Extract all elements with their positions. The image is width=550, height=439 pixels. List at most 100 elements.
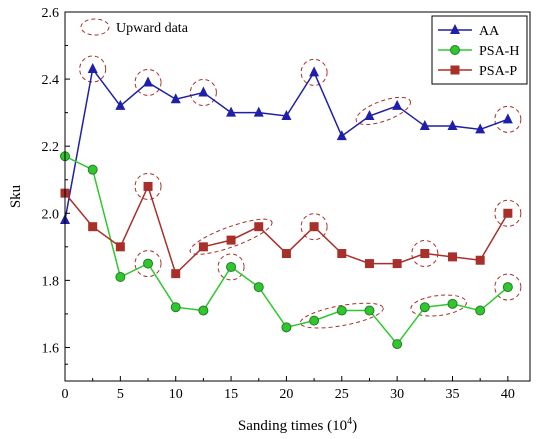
upward-data-highlight [300, 213, 328, 241]
upward-data-highlight [134, 250, 162, 278]
data-point [170, 302, 181, 313]
data-point [115, 242, 125, 252]
series-line [64, 67, 509, 221]
upward-data-highlight [299, 302, 384, 329]
y-tick-label: 2.4 [42, 73, 60, 88]
data-point [309, 315, 320, 326]
upward-data-highlight [300, 58, 328, 86]
data-point [87, 164, 98, 175]
series-line [64, 184, 509, 276]
x-tick-label: 10 [169, 387, 183, 402]
data-point [281, 109, 292, 120]
data-point [336, 305, 347, 316]
data-point [254, 222, 264, 232]
data-point [337, 249, 347, 259]
data-point [364, 109, 375, 120]
annotation-key: Upward data [80, 18, 189, 36]
y-tick-label: 2.6 [42, 6, 60, 21]
legend-label: PSA-H [479, 44, 519, 59]
data-point [419, 120, 430, 131]
series-layer [60, 63, 513, 350]
upward-data-highlight [217, 253, 245, 281]
data-point [143, 76, 154, 87]
data-point [171, 269, 181, 279]
data-point [198, 86, 209, 97]
series-psa-p [60, 181, 513, 279]
ticks-layer: 0 5 10 15 20 25 30 35 40 1.6 1.8 2.0 2.2 2.4 2.6 [42, 6, 515, 402]
y-tick-label: 1.8 [42, 274, 60, 289]
data-point [392, 99, 403, 110]
data-point [420, 249, 430, 259]
y-tick-label: 1.6 [42, 341, 60, 356]
data-point [198, 305, 209, 316]
data-point [281, 249, 291, 259]
y-axis-label: Sku [8, 184, 24, 208]
x-tick-label: 40 [501, 387, 515, 402]
annotation-key-label: Upward data [116, 21, 189, 36]
data-point [419, 302, 430, 313]
x-tick-label: 25 [335, 387, 349, 402]
upward-data-highlight [134, 68, 162, 96]
x-tick-label: 5 [117, 387, 124, 402]
plot-frame [64, 11, 531, 382]
upward-data-highlight [494, 273, 522, 301]
upward-data-highlight [189, 79, 217, 107]
upward-data-highlight [355, 96, 412, 126]
series-psa-h [60, 151, 513, 350]
x-axis-label-close: ) [352, 418, 357, 434]
data-point [502, 282, 513, 293]
data-point [448, 252, 457, 262]
upward-data-highlight [189, 218, 273, 255]
data-point [364, 305, 375, 316]
data-point [198, 242, 208, 252]
x-tick-label: 30 [390, 387, 404, 402]
series-aa [60, 63, 513, 224]
legend: AA PSA-H PSA-P [431, 15, 528, 85]
data-point [170, 93, 181, 104]
data-point [87, 63, 98, 74]
data-point [226, 106, 237, 117]
data-point [364, 259, 374, 269]
data-point [281, 322, 292, 333]
annotation-key-swatch [80, 18, 110, 36]
data-point [336, 130, 347, 141]
data-point [502, 113, 513, 124]
data-point [253, 282, 264, 293]
data-point [226, 261, 237, 272]
annotations-layer [79, 55, 522, 329]
x-tick-label: 20 [279, 387, 293, 402]
data-point [392, 339, 403, 350]
data-point [475, 123, 486, 134]
data-point [253, 106, 264, 117]
data-point [503, 208, 513, 218]
x-tick-label: 35 [446, 387, 460, 402]
data-point [143, 181, 153, 191]
data-point [88, 222, 98, 232]
data-point [226, 235, 236, 245]
x-tick-label: 0 [62, 387, 69, 402]
data-point [309, 66, 320, 77]
legend-label: PSA-P [479, 64, 517, 79]
data-point [447, 298, 458, 309]
data-point [115, 99, 126, 110]
x-tick-label: 15 [224, 387, 238, 402]
x-axis-label-superscript: 4 [347, 416, 352, 427]
data-point [143, 258, 154, 269]
upward-data-highlight [410, 294, 467, 317]
data-point [475, 305, 486, 316]
data-point [115, 272, 126, 283]
data-point [392, 259, 402, 269]
x-axis-label-main: Sanding times (10 [238, 418, 347, 434]
legend-marker [450, 65, 460, 75]
x-axis-label: Sanding times (104) [238, 416, 357, 434]
data-point [309, 222, 319, 232]
legend-marker [450, 45, 460, 55]
legend-label: AA [479, 24, 500, 39]
upward-data-highlight [134, 172, 162, 200]
upward-data-highlight [79, 55, 107, 83]
upward-data-highlight [494, 199, 522, 227]
data-point [475, 255, 485, 265]
y-tick-label: 2.0 [42, 207, 60, 222]
y-tick-label: 2.2 [42, 140, 60, 155]
